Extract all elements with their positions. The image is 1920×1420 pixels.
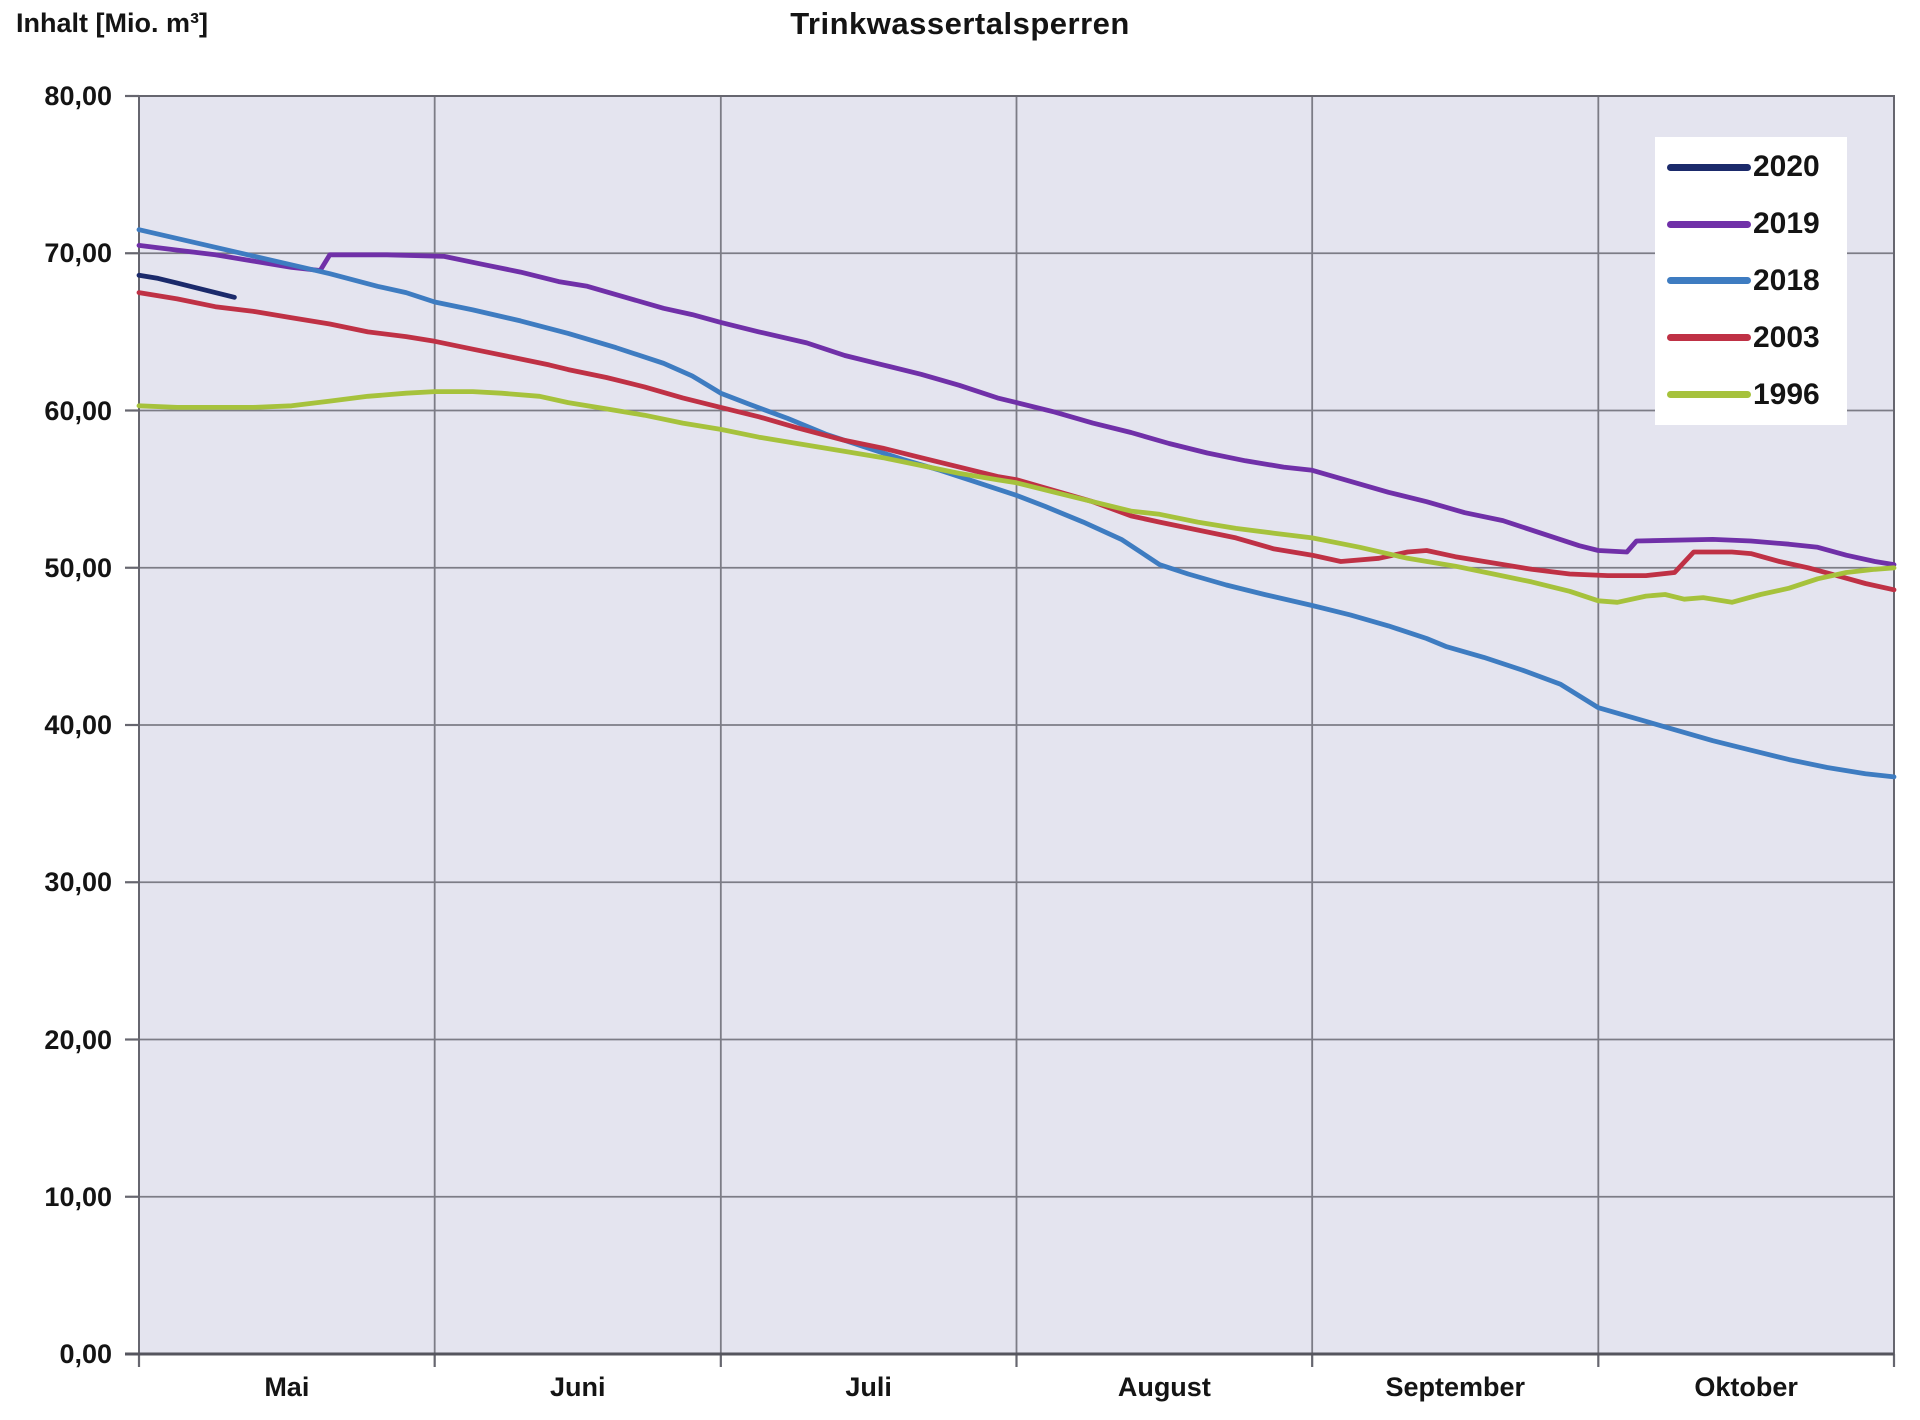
legend-item-2018: 2018	[1655, 264, 1847, 298]
legend-swatch	[1667, 220, 1751, 228]
legend-label: 2003	[1753, 320, 1820, 354]
legend-label: 2019	[1753, 207, 1820, 241]
legend-swatch	[1667, 277, 1751, 285]
series-line-1996	[136, 389, 1897, 605]
x-month-label: August	[1117, 1372, 1211, 1402]
x-month-label: Juni	[549, 1372, 606, 1402]
y-tick-label: 10,00	[44, 1181, 112, 1212]
legend-label: 2020	[1753, 150, 1820, 184]
x-month-label: Mai	[264, 1372, 310, 1402]
y-tick-label: 50,00	[44, 552, 112, 583]
y-tick-label: 80,00	[44, 81, 112, 111]
y-axis-unit-label: Inhalt [Mio. m³]	[16, 8, 208, 38]
legend-item-2003: 2003	[1655, 321, 1847, 355]
y-tick-label: 20,00	[44, 1024, 112, 1055]
legend-swatch	[1667, 334, 1751, 342]
legend-item-2020: 2020	[1655, 150, 1847, 184]
legend-label: 1996	[1753, 377, 1820, 411]
legend-item-2019: 2019	[1655, 207, 1847, 241]
chart-title: Trinkwassertalsperren	[790, 6, 1130, 41]
series-line-2020	[136, 272, 237, 300]
y-tick-label: 30,00	[44, 867, 112, 898]
legend: 2020 2019 2018 2003 1996	[1655, 137, 1847, 425]
legend-item-1996: 1996	[1655, 378, 1847, 412]
series-line-2018	[136, 227, 1897, 780]
legend-swatch	[1667, 163, 1751, 171]
y-tick-label: 70,00	[44, 238, 112, 269]
x-month-label: Oktober	[1694, 1372, 1798, 1402]
legend-swatch	[1667, 391, 1751, 399]
y-tick-label: 60,00	[44, 395, 112, 426]
x-month-label: Juli	[845, 1372, 892, 1402]
series-line-2019	[136, 242, 1897, 567]
legend-label: 2018	[1753, 263, 1820, 297]
y-tick-label: 0,00	[59, 1339, 112, 1369]
x-month-label: September	[1385, 1372, 1526, 1402]
y-tick-label: 40,00	[44, 710, 112, 740]
